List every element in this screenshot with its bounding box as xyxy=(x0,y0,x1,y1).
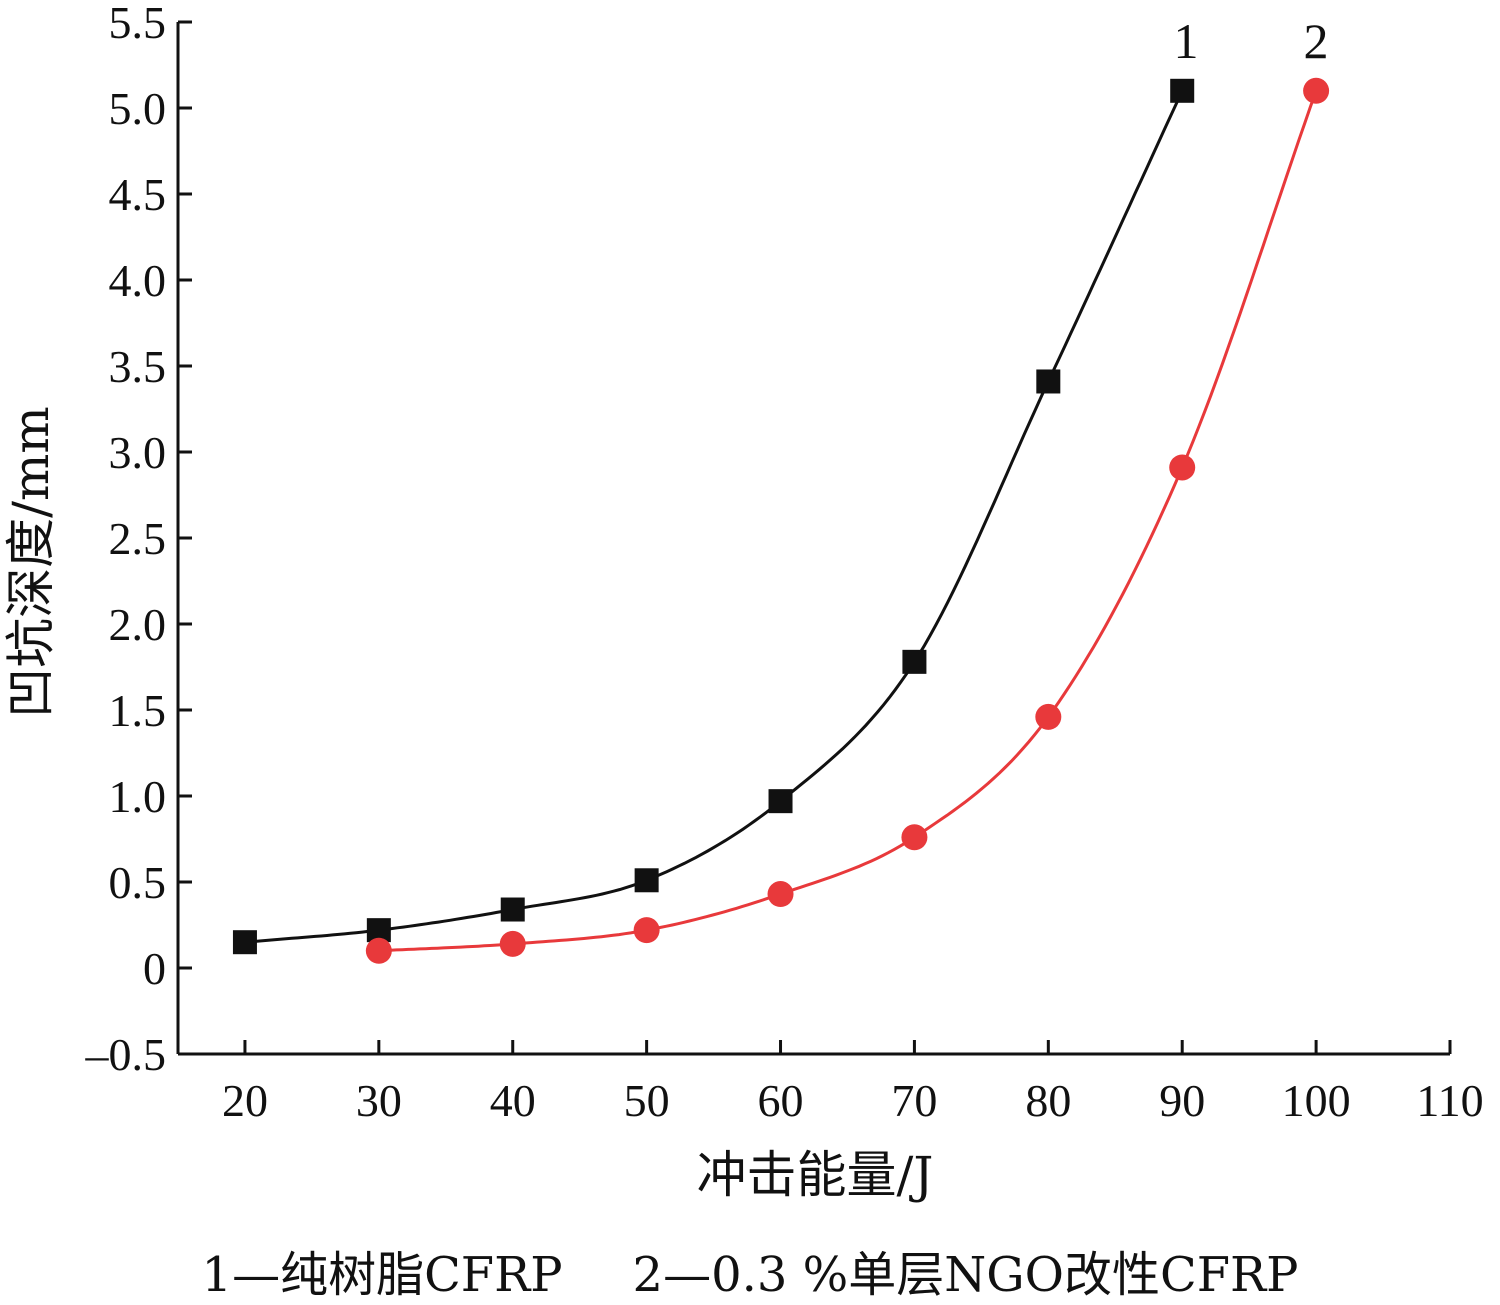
chart: 20 30 40 50 60 70 80 90 100 110 –0.5 0 0.5 1.0 1.5 2.0 2… xyxy=(2,0,1484,1204)
x-axis-title: 冲击能量/J xyxy=(697,1146,934,1204)
y-tick-label: 2.0 xyxy=(109,599,167,650)
series-1-point xyxy=(902,649,927,674)
x-tick-label: 20 xyxy=(222,1075,268,1126)
y-tick-label: 4.0 xyxy=(109,255,167,306)
y-tick-label: 2.5 xyxy=(109,513,167,564)
series-2-point xyxy=(1169,454,1196,481)
axes: 20 30 40 50 60 70 80 90 100 110 –0.5 0 0.5 1.0 1.5 2.0 2… xyxy=(85,0,1484,1126)
legend-entry-1: 1—纯树脂CFRP xyxy=(201,1247,563,1303)
series-2-tag: 2 xyxy=(1304,13,1329,69)
y-tick-label: 0 xyxy=(143,943,166,994)
x-tick-label: 70 xyxy=(891,1075,937,1126)
series-2-point xyxy=(633,917,660,944)
y-tick-label: 3.5 xyxy=(109,341,167,392)
series-1-tag: 1 xyxy=(1174,13,1199,69)
series-1-point xyxy=(500,897,525,922)
series-1-point xyxy=(1036,369,1061,394)
series-2-fit-line xyxy=(378,90,1318,953)
series-2-point xyxy=(499,930,526,957)
y-tick-label: 1.0 xyxy=(109,771,167,822)
markers xyxy=(232,77,1330,964)
x-tick-label: 110 xyxy=(1416,1075,1483,1126)
legend-entry-2: 2—0.3 %单层NGO改性CFRP xyxy=(632,1247,1299,1303)
y-tick-label: 1.5 xyxy=(109,685,167,736)
y-tick-label: 3.0 xyxy=(109,427,167,478)
series-2-point xyxy=(901,824,928,851)
x-tick-label: 90 xyxy=(1159,1075,1205,1126)
series-1-point xyxy=(634,868,659,893)
series-1-fit-line xyxy=(244,90,1184,944)
x-tick-label: 50 xyxy=(624,1075,670,1126)
series-1-point xyxy=(1170,78,1195,103)
legend-caption: 1—纯树脂CFRP 2—0.3 %单层NGO改性CFRP xyxy=(0,1235,1500,1305)
y-tick-label: 0.5 xyxy=(109,857,167,908)
series-1-point xyxy=(768,789,793,814)
fit-lines xyxy=(244,90,1318,953)
series-1-point xyxy=(232,930,257,955)
series-2-point xyxy=(365,937,392,964)
y-axis-title: 凹坑深度/mm xyxy=(2,406,60,718)
x-tick-label: 100 xyxy=(1282,1075,1351,1126)
y-tick-label: 4.5 xyxy=(109,169,167,220)
y-tick-label: –0.5 xyxy=(85,1029,167,1080)
x-tick-label: 30 xyxy=(356,1075,402,1126)
series-2-point xyxy=(1035,703,1062,730)
y-tick-label: 5.0 xyxy=(109,83,167,134)
y-tick-label: 5.5 xyxy=(109,0,167,48)
x-tick-label: 60 xyxy=(758,1075,804,1126)
x-tick-label: 80 xyxy=(1025,1075,1071,1126)
series-2-point xyxy=(767,881,794,908)
x-tick-label: 40 xyxy=(490,1075,536,1126)
series-2-point xyxy=(1303,77,1330,104)
